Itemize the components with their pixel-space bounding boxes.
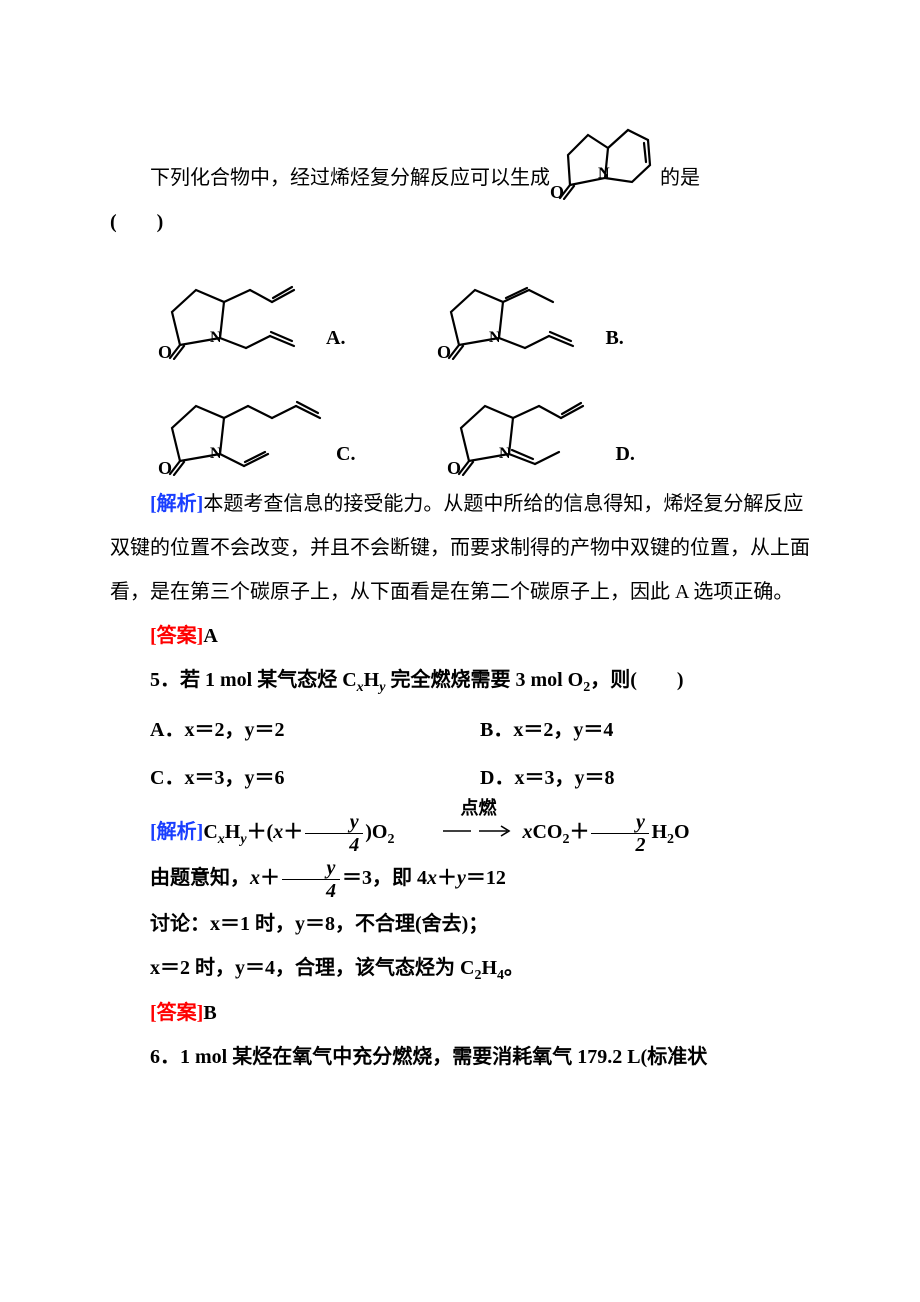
molecule-B-icon: N O: [429, 250, 599, 360]
svg-text:O: O: [447, 458, 461, 476]
analysis-label: [解析]: [150, 493, 203, 515]
q4-option-B[interactable]: N O B.: [429, 250, 627, 360]
q4-option-C[interactable]: N O C.: [150, 366, 359, 476]
molecule-C-icon: N O: [150, 366, 330, 476]
q4-option-B-label: B.: [605, 316, 623, 360]
svg-text:N: N: [210, 329, 222, 346]
q4-option-D[interactable]: N O D.: [439, 366, 638, 476]
q5-discuss1: 讨论：x＝1 时，y＝8，不合理(舍去)；: [110, 902, 810, 946]
q4-option-A[interactable]: N O A.: [150, 250, 349, 360]
q4-intro: 下列化合物中，经过烯烃复分解反应可以生成 N O 的是: [150, 100, 810, 200]
q4-options-row2: N O C. N O D.: [150, 366, 810, 476]
q4-intro-pre: 下列化合物中，经过烯烃复分解反应可以生成: [150, 156, 550, 200]
q5-option-B[interactable]: B．x＝2，y＝4: [480, 708, 810, 752]
q4-intro-post: 的是: [660, 156, 700, 200]
q5-discuss2: x＝2 时，y＝4，合理，该气态烃为 C2H4。: [150, 946, 810, 992]
q4-analysis: [解析]本题考查信息的接受能力。从题中所给的信息得知，烯烃复分解反应双键的位置不…: [110, 482, 810, 614]
q4-blank: ( ): [110, 200, 810, 244]
q5-answer: [答案]B: [110, 991, 810, 1035]
product-molecule-icon: N O: [550, 100, 660, 200]
svg-text:N: N: [489, 329, 501, 346]
q6-number: 6．: [150, 1046, 180, 1068]
q4-options-row1: N O A. N O B.: [150, 250, 810, 360]
q5-analysis: [解析]CxHy＋(x＋y4)O2 点燃 xCO2＋y2H2O: [110, 810, 810, 856]
analysis-label-2: [解析]: [150, 821, 203, 843]
svg-text:O: O: [437, 342, 451, 360]
q4-option-A-label: A.: [326, 316, 345, 360]
q4-answer: [答案]A: [110, 614, 810, 658]
molecule-A-icon: N O: [150, 250, 320, 360]
q6-stem: 6．1 mol 某烃在氧气中充分燃烧，需要消耗氧气 179.2 L(标准状: [110, 1035, 810, 1079]
svg-text:O: O: [158, 342, 172, 360]
molecule-D-icon: N O: [439, 366, 609, 476]
answer-label-2: [答案]: [150, 1002, 203, 1024]
reaction-arrow-icon: 点燃: [403, 811, 513, 855]
q5-options-row1: A．x＝2，y＝2 B．x＝2，y＝4: [150, 708, 810, 752]
q4-option-C-label: C.: [336, 432, 355, 476]
svg-text:N: N: [499, 445, 511, 462]
q5-number: 5．: [150, 669, 180, 691]
q4-option-D-label: D.: [615, 432, 634, 476]
q4-analysis-text: 本题考查信息的接受能力。从题中所给的信息得知，烯烃复分解反应双键的位置不会改变，…: [110, 493, 810, 603]
svg-text:O: O: [550, 182, 564, 200]
q5-option-A[interactable]: A．x＝2，y＝2: [150, 708, 480, 752]
q5-option-D[interactable]: D．x＝3，y＝8: [480, 756, 810, 800]
q4-answer-value: A: [203, 625, 217, 647]
svg-text:O: O: [158, 458, 172, 476]
q5-stem: 5．若 1 mol 某气态烃 CxHy 完全燃烧需要 3 mol O2，则( ): [110, 658, 810, 704]
q5-answer-value: B: [203, 1002, 216, 1024]
answer-label: [答案]: [150, 625, 203, 647]
q5-derive1: 由题意知，x＋y4＝3，即 4x＋y＝12: [110, 856, 810, 902]
q6-stem-text: 1 mol 某烃在氧气中充分燃烧，需要消耗氧气 179.2 L(标准状: [180, 1046, 707, 1068]
svg-text:N: N: [598, 165, 610, 182]
svg-text:N: N: [210, 445, 222, 462]
